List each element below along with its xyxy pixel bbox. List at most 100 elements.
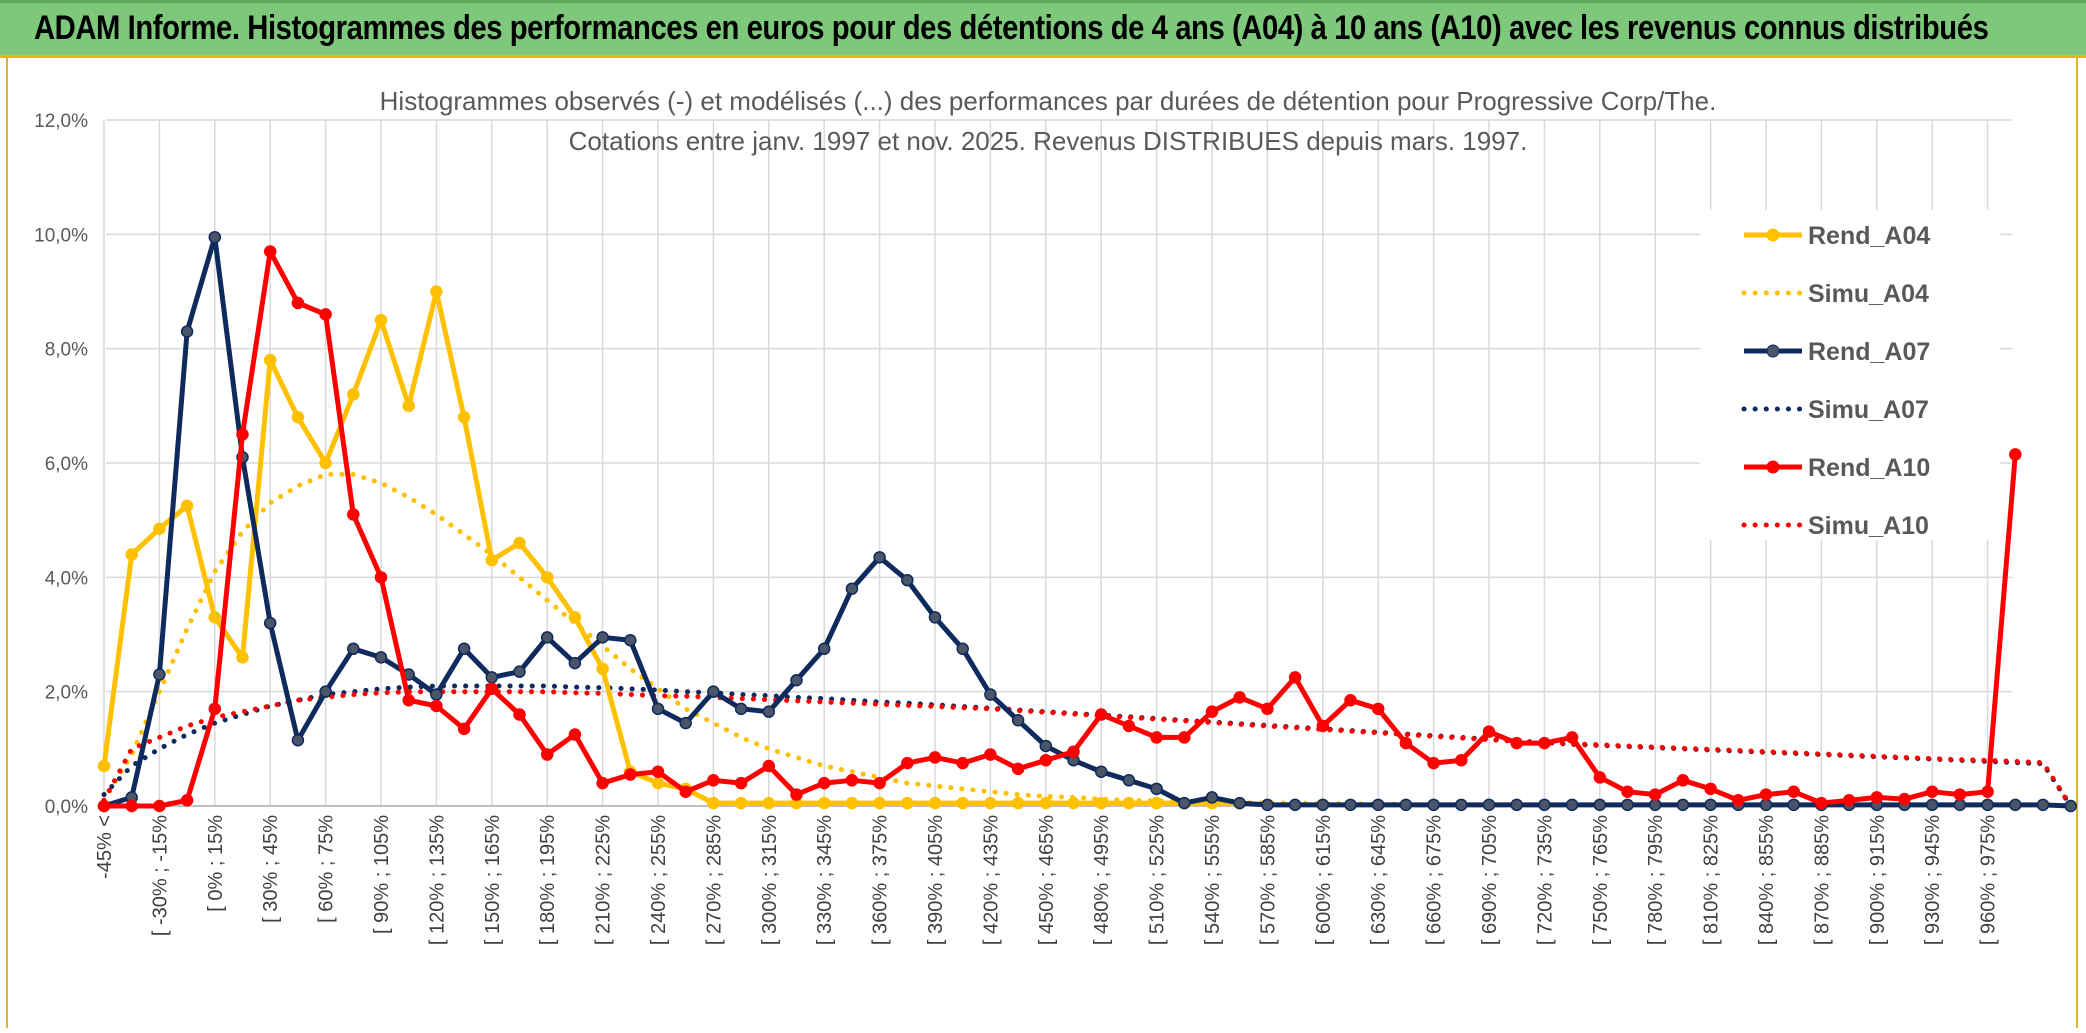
point-rend-a10 bbox=[1538, 736, 1551, 750]
point-rend-a07 bbox=[1593, 798, 1607, 812]
point-rend-a07 bbox=[1288, 798, 1302, 812]
y-tick-label: 12,0% bbox=[34, 111, 88, 132]
point-rend-a07 bbox=[1427, 798, 1440, 812]
point-rend-a10 bbox=[873, 776, 886, 790]
point-rend-a04 bbox=[901, 796, 914, 810]
point-rend-a07 bbox=[263, 616, 277, 630]
point-rend-a07 bbox=[2036, 798, 2050, 812]
legend-marker bbox=[1766, 344, 1780, 358]
point-rend-a04 bbox=[1150, 796, 1163, 810]
point-rend-a04 bbox=[1039, 796, 1053, 810]
point-rend-a10 bbox=[1288, 671, 1302, 684]
point-rend-a07 bbox=[845, 582, 859, 596]
point-rend-a07 bbox=[790, 673, 803, 687]
point-rend-a04 bbox=[402, 399, 415, 413]
point-rend-a10 bbox=[1427, 756, 1440, 770]
x-tick-label: [ 630% ; 645% bbox=[1368, 815, 1390, 945]
x-tick-label: [ 360% ; 375% bbox=[870, 815, 892, 945]
x-tick-label: [ 90% ; 105% bbox=[371, 815, 393, 934]
point-rend-a04 bbox=[540, 571, 554, 584]
point-rend-a10 bbox=[651, 765, 665, 778]
point-rend-a04 bbox=[97, 759, 111, 773]
point-rend-a10 bbox=[1011, 762, 1025, 776]
point-rend-a04 bbox=[457, 411, 471, 424]
point-rend-a07 bbox=[1759, 798, 1773, 812]
point-rend-a10 bbox=[928, 751, 942, 764]
point-rend-a10 bbox=[901, 756, 914, 770]
x-tick-label: [ 180% ; 195% bbox=[537, 815, 559, 945]
point-rend-a10 bbox=[430, 699, 443, 713]
point-rend-a07 bbox=[568, 656, 582, 670]
point-rend-a10 bbox=[1870, 791, 1884, 804]
x-tick-label: [ 270% ; 285% bbox=[703, 815, 725, 945]
point-rend-a10 bbox=[679, 785, 692, 798]
y-tick-label: 10,0% bbox=[34, 225, 88, 246]
point-rend-a07 bbox=[513, 665, 526, 678]
point-rend-a07 bbox=[679, 716, 692, 730]
point-rend-a07 bbox=[1482, 798, 1496, 812]
point-rend-a10 bbox=[347, 508, 360, 521]
legend-marker bbox=[1766, 460, 1780, 474]
point-rend-a10 bbox=[263, 245, 277, 258]
point-rend-a10 bbox=[1178, 731, 1191, 744]
x-tick-label: [ 330% ; 345% bbox=[814, 815, 836, 945]
point-rend-a04 bbox=[347, 388, 360, 401]
point-rend-a10 bbox=[540, 748, 554, 761]
point-rend-a07 bbox=[762, 705, 776, 718]
x-tick-label: [ 450% ; 465% bbox=[1036, 815, 1058, 945]
point-rend-a07 bbox=[1150, 782, 1163, 796]
point-rend-a07 bbox=[2009, 798, 2022, 812]
point-rend-a04 bbox=[707, 796, 720, 810]
point-rend-a10 bbox=[1510, 736, 1523, 750]
legend-label: Rend_A07 bbox=[1808, 338, 1930, 366]
x-tick-label: [ 570% ; 585% bbox=[1257, 815, 1279, 945]
point-rend-a10 bbox=[1067, 745, 1080, 758]
point-rend-a10 bbox=[513, 708, 526, 721]
point-rend-a10 bbox=[1981, 785, 1994, 798]
point-rend-a04 bbox=[430, 285, 443, 298]
point-rend-a04 bbox=[374, 313, 388, 327]
point-rend-a10 bbox=[1261, 702, 1274, 716]
point-rend-a07 bbox=[485, 671, 499, 684]
x-tick-label: [ 930% ; 945% bbox=[1922, 815, 1944, 945]
legend: Rend_A04 Simu_A04 Rend_A07 Simu_A07 Rend_A10… bbox=[1700, 210, 2000, 540]
point-rend-a07 bbox=[1399, 798, 1413, 812]
legend-marker bbox=[1766, 228, 1780, 242]
legend-box bbox=[1700, 210, 2000, 540]
point-rend-a10 bbox=[734, 776, 748, 790]
point-rend-a07 bbox=[928, 611, 942, 624]
point-rend-a07 bbox=[1510, 798, 1523, 812]
x-tick-label: [ 240% ; 255% bbox=[648, 815, 670, 945]
point-rend-a07 bbox=[1039, 739, 1053, 753]
point-rend-a10 bbox=[1565, 731, 1579, 744]
point-rend-a10 bbox=[208, 702, 222, 716]
point-rend-a10 bbox=[1704, 782, 1717, 796]
point-rend-a10 bbox=[1371, 702, 1385, 716]
point-rend-a07 bbox=[1178, 796, 1191, 810]
point-rend-a10 bbox=[956, 756, 969, 770]
point-rend-a10 bbox=[236, 428, 249, 441]
y-tick-label: 2,0% bbox=[45, 683, 88, 704]
point-rend-a07 bbox=[1122, 774, 1136, 787]
point-rend-a10 bbox=[568, 728, 582, 741]
point-rend-a04 bbox=[1067, 796, 1080, 810]
point-rend-a07 bbox=[707, 685, 720, 698]
x-tick-label: [ 30% ; 45% bbox=[260, 815, 282, 923]
point-rend-a10 bbox=[1759, 788, 1773, 801]
legend-label: Simu_A07 bbox=[1808, 396, 1929, 424]
series-rend-a10 bbox=[104, 249, 2018, 809]
point-rend-a07 bbox=[1981, 798, 1994, 812]
point-rend-a04 bbox=[873, 796, 886, 810]
x-tick-label: [ 720% ; 735% bbox=[1534, 815, 1556, 945]
point-rend-a07 bbox=[624, 633, 637, 647]
point-rend-a10 bbox=[374, 571, 388, 584]
point-rend-a07 bbox=[180, 325, 194, 338]
point-rend-a10 bbox=[845, 774, 859, 787]
point-rend-a10 bbox=[1344, 693, 1357, 707]
point-rend-a10 bbox=[1648, 788, 1662, 801]
point-rend-a10 bbox=[97, 799, 111, 813]
series-simu-a10 bbox=[101, 689, 2074, 809]
point-rend-a10 bbox=[1621, 785, 1634, 798]
point-rend-a07 bbox=[1621, 798, 1634, 812]
point-rend-a04 bbox=[263, 353, 277, 367]
